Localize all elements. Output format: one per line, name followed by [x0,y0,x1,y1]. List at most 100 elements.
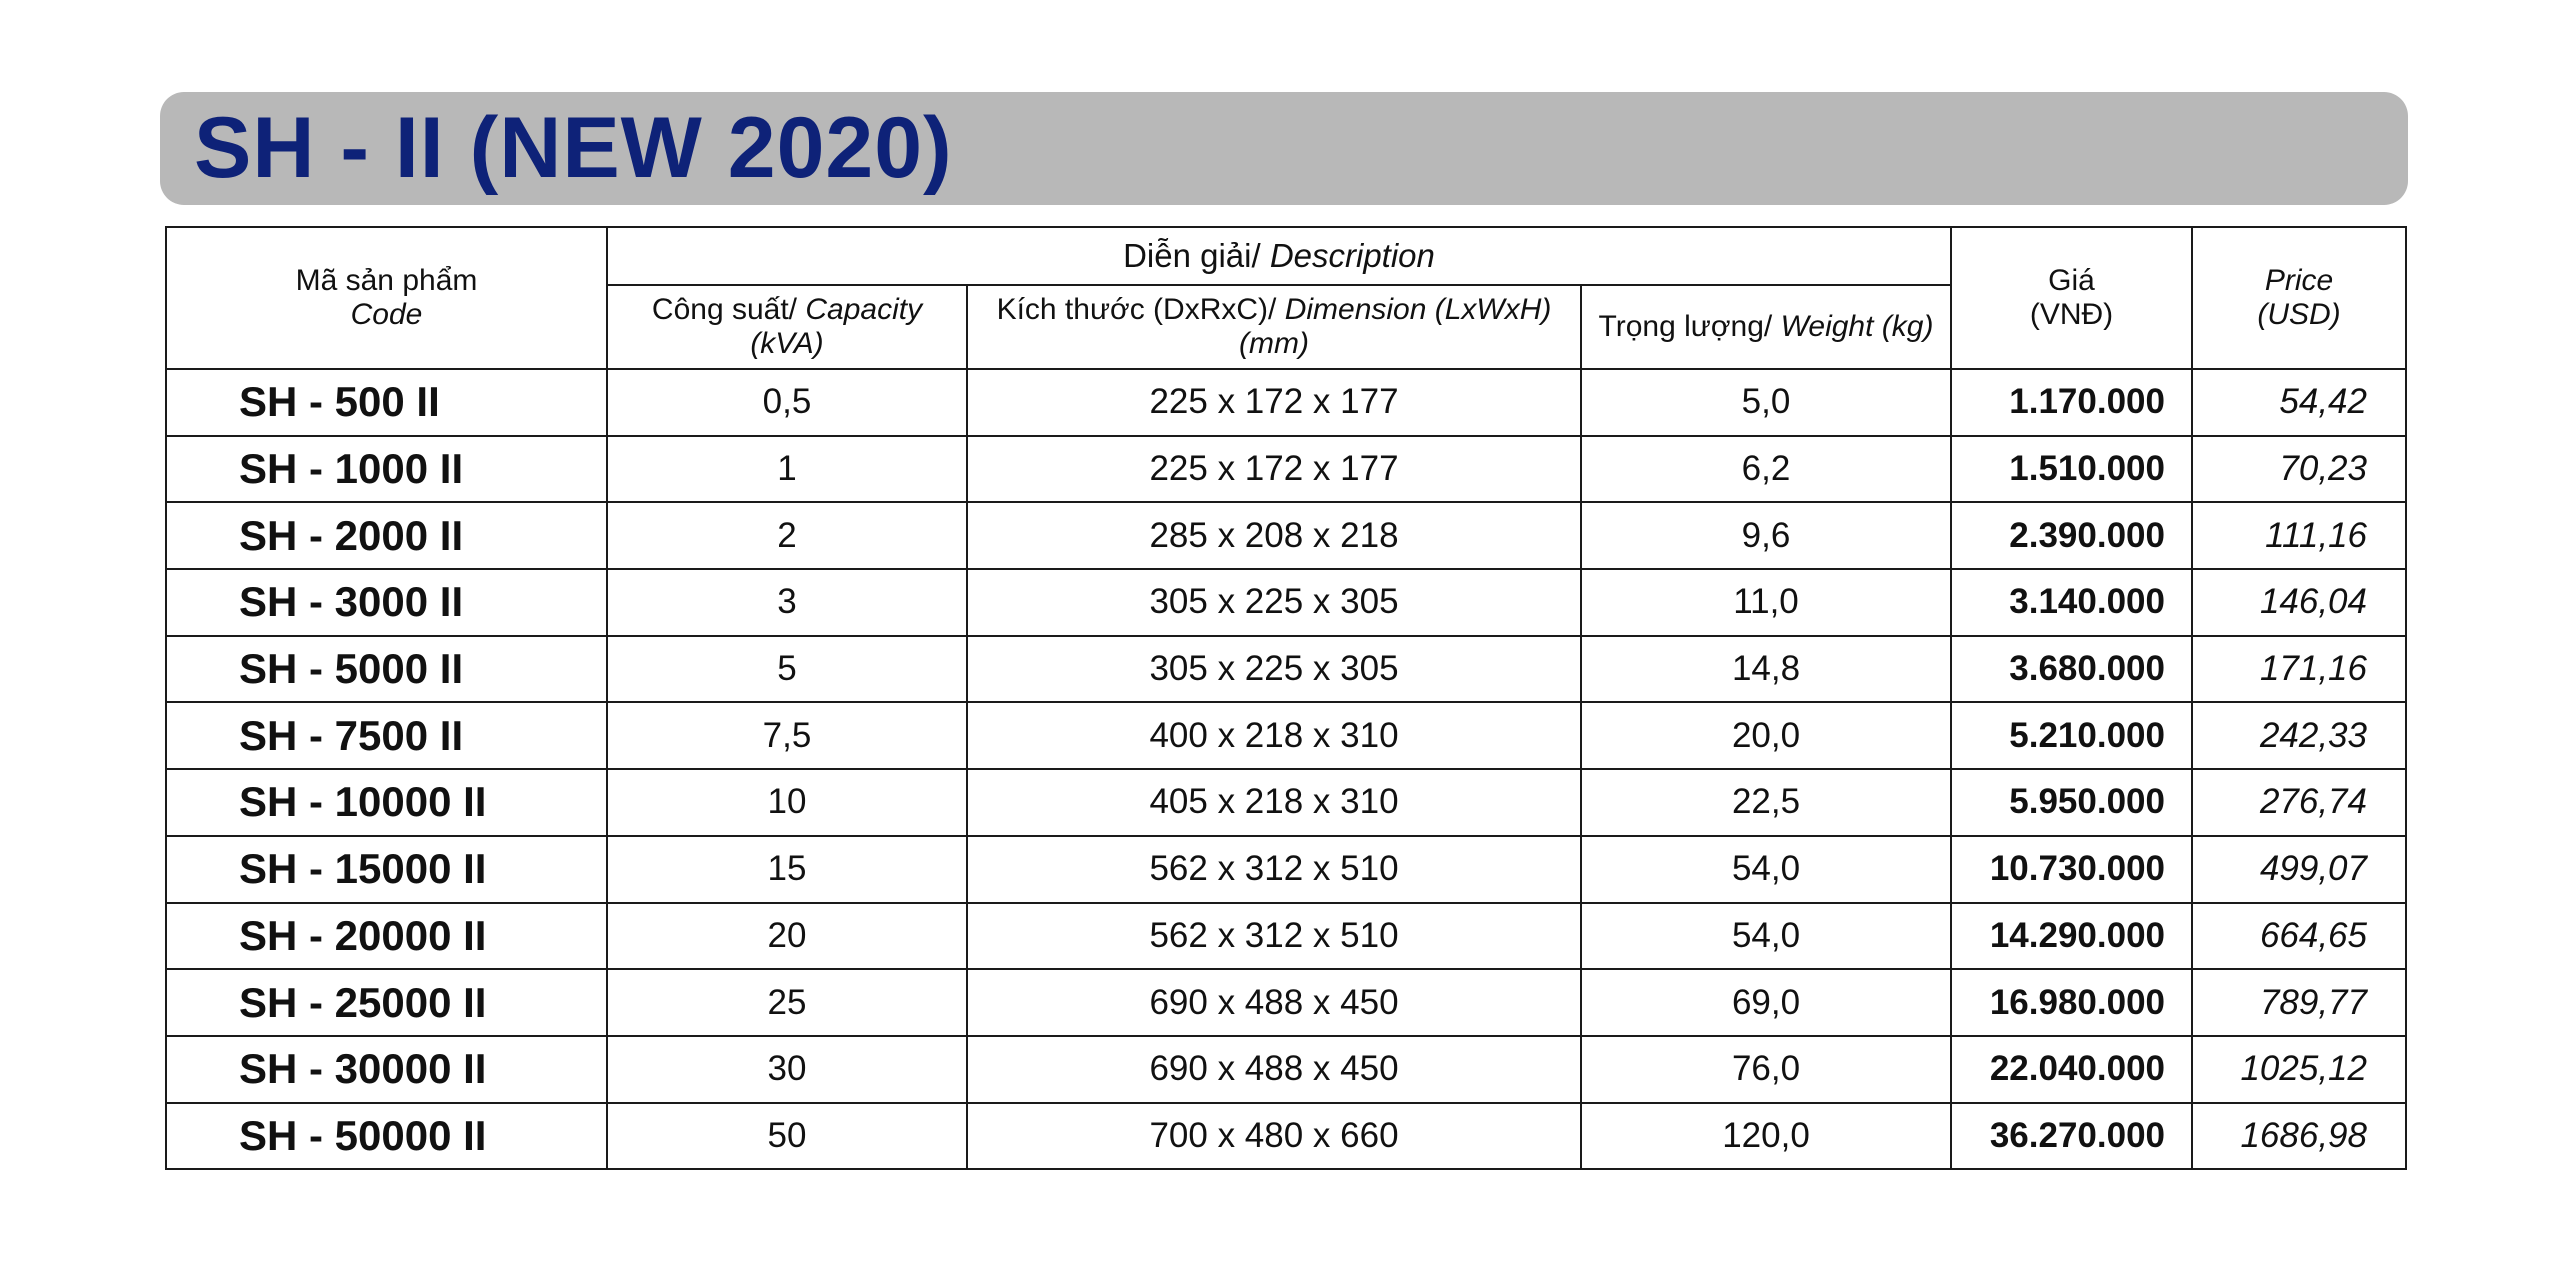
price-usd-value: 1686,98 [2191,1101,2407,1171]
header-capacity-en: Capacity [805,293,923,326]
price-vnd-value: 3.140.000 [1950,568,2193,637]
table-row: SH - 7500 II 7,5 400 x 218 x 310 20,0 5.… [165,701,2407,771]
product-code: SH - 30000 II [165,1034,608,1104]
product-code: SH - 3000 II [165,568,608,637]
weight-value: 14,8 [1580,634,1952,704]
dimension-value: 225 x 172 x 177 [966,434,1582,504]
header-price-vnd-unit: (VNĐ) [2029,298,2114,331]
table-row: SH - 25000 II 25 690 x 488 x 450 69,0 16… [165,968,2407,1037]
header-dimension-unit: (mm) [1239,327,1309,360]
price-vnd-value: 5.950.000 [1950,768,2193,837]
price-usd-value: 171,16 [2191,634,2407,704]
product-code: SH - 7500 II [165,701,608,771]
header-price-vnd: Giá (VNĐ) [1950,226,2193,370]
price-vnd-value: 5.210.000 [1950,701,2193,771]
price-usd-value: 70,23 [2191,434,2407,504]
table-row: SH - 20000 II 20 562 x 312 x 510 54,0 14… [165,901,2407,971]
weight-value: 69,0 [1580,968,1952,1037]
price-vnd-value: 10.730.000 [1950,834,2193,904]
weight-value: 22,5 [1580,768,1952,837]
product-code: SH - 15000 II [165,834,608,904]
table-row: SH - 500 II 0,5 225 x 172 x 177 5,0 1.17… [165,368,2407,437]
header-price-usd-label: Price [2264,264,2334,297]
header-weight-vi: Trọng lượng/ [1598,310,1773,343]
table-row: SH - 50000 II 50 700 x 480 x 660 120,0 3… [165,1101,2407,1171]
header-price-usd-unit: (USD) [2257,298,2341,331]
dimension-value: 285 x 208 x 218 [966,501,1582,571]
product-code: SH - 25000 II [165,968,608,1037]
header-code-en: Code [350,298,423,331]
header-code-vi: Mã sản phẩm [295,264,478,297]
table-row: SH - 15000 II 15 562 x 312 x 510 54,0 10… [165,834,2407,904]
header-capacity-unit: (kVA) [750,327,824,360]
product-code: SH - 50000 II [165,1101,608,1171]
product-code: SH - 5000 II [165,634,608,704]
header-description: Diễn giải/ Description [606,226,1952,286]
price-usd-value: 1025,12 [2191,1034,2407,1104]
capacity-value: 0,5 [606,368,968,437]
capacity-value: 25 [606,968,968,1037]
weight-value: 5,0 [1580,368,1952,437]
table-row: SH - 2000 II 2 285 x 208 x 218 9,6 2.390… [165,501,2407,571]
price-vnd-value: 1.510.000 [1950,434,2193,504]
dimension-value: 700 x 480 x 660 [966,1101,1582,1171]
product-code: SH - 10000 II [165,768,608,837]
weight-value: 20,0 [1580,701,1952,771]
table-row: SH - 5000 II 5 305 x 225 x 305 14,8 3.68… [165,634,2407,704]
capacity-value: 15 [606,834,968,904]
table-row: SH - 1000 II 1 225 x 172 x 177 6,2 1.510… [165,434,2407,504]
header-row-top: Mã sản phẩm Code Diễn giải/ Description … [165,226,2407,370]
table-header: Mã sản phẩm Code Diễn giải/ Description … [165,226,2407,370]
price-usd-value: 789,77 [2191,968,2407,1037]
header-description-en: Description [1269,237,1435,274]
dimension-value: 400 x 218 x 310 [966,701,1582,771]
price-usd-value: 111,16 [2191,501,2407,571]
product-code: SH - 500 II [165,368,608,437]
header-weight-en: Weight (kg) [1780,310,1934,343]
weight-value: 120,0 [1580,1101,1952,1171]
weight-value: 11,0 [1580,568,1952,637]
header-weight: Trọng lượng/ Weight (kg) [1580,284,1952,370]
weight-value: 9,6 [1580,501,1952,571]
product-code: SH - 1000 II [165,434,608,504]
dimension-value: 562 x 312 x 510 [966,834,1582,904]
weight-value: 54,0 [1580,834,1952,904]
product-code: SH - 2000 II [165,501,608,571]
price-table: Mã sản phẩm Code Diễn giải/ Description … [165,226,2407,1171]
header-row-sub: Công suất/ Capacity (kVA) Kích thước (Dx… [166,284,2406,370]
weight-value: 6,2 [1580,434,1952,504]
dimension-value: 225 x 172 x 177 [966,368,1582,437]
header-description-vi: Diễn giải/ [1123,237,1261,274]
header-dimension: Kích thước (DxRxC)/ Dimension (LxWxH) (m… [966,284,1582,370]
capacity-value: 20 [606,901,968,971]
page-title: SH - II (NEW 2020) [194,100,953,196]
price-usd-value: 146,04 [2191,568,2407,637]
dimension-value: 305 x 225 x 305 [966,634,1582,704]
capacity-value: 3 [606,568,968,637]
weight-value: 54,0 [1580,901,1952,971]
table-row: SH - 30000 II 30 690 x 488 x 450 76,0 22… [165,1034,2407,1104]
table-row: SH - 10000 II 10 405 x 218 x 310 22,5 5.… [165,768,2407,837]
header-dimension-vi: Kích thước (DxRxC)/ [996,293,1277,326]
dimension-value: 690 x 488 x 450 [966,1034,1582,1104]
price-vnd-value: 2.390.000 [1950,501,2193,571]
dimension-value: 690 x 488 x 450 [966,968,1582,1037]
title-banner: SH - II (NEW 2020) [160,92,2408,205]
price-usd-value: 54,42 [2191,368,2407,437]
table-row: SH - 3000 II 3 305 x 225 x 305 11,0 3.14… [165,568,2407,637]
product-code: SH - 20000 II [165,901,608,971]
price-vnd-value: 14.290.000 [1950,901,2193,971]
header-price-usd: Price (USD) [2191,226,2407,370]
table-body: SH - 500 II 0,5 225 x 172 x 177 5,0 1.17… [165,368,2407,1171]
capacity-value: 1 [606,434,968,504]
price-vnd-value: 22.040.000 [1950,1034,2193,1104]
price-usd-value: 242,33 [2191,701,2407,771]
capacity-value: 2 [606,501,968,571]
dimension-value: 562 x 312 x 510 [966,901,1582,971]
capacity-value: 30 [606,1034,968,1104]
price-vnd-value: 3.680.000 [1950,634,2193,704]
header-capacity-vi: Công suất/ [651,293,798,326]
price-vnd-value: 1.170.000 [1950,368,2193,437]
header-capacity: Công suất/ Capacity (kVA) [606,284,968,370]
price-vnd-value: 36.270.000 [1950,1101,2193,1171]
